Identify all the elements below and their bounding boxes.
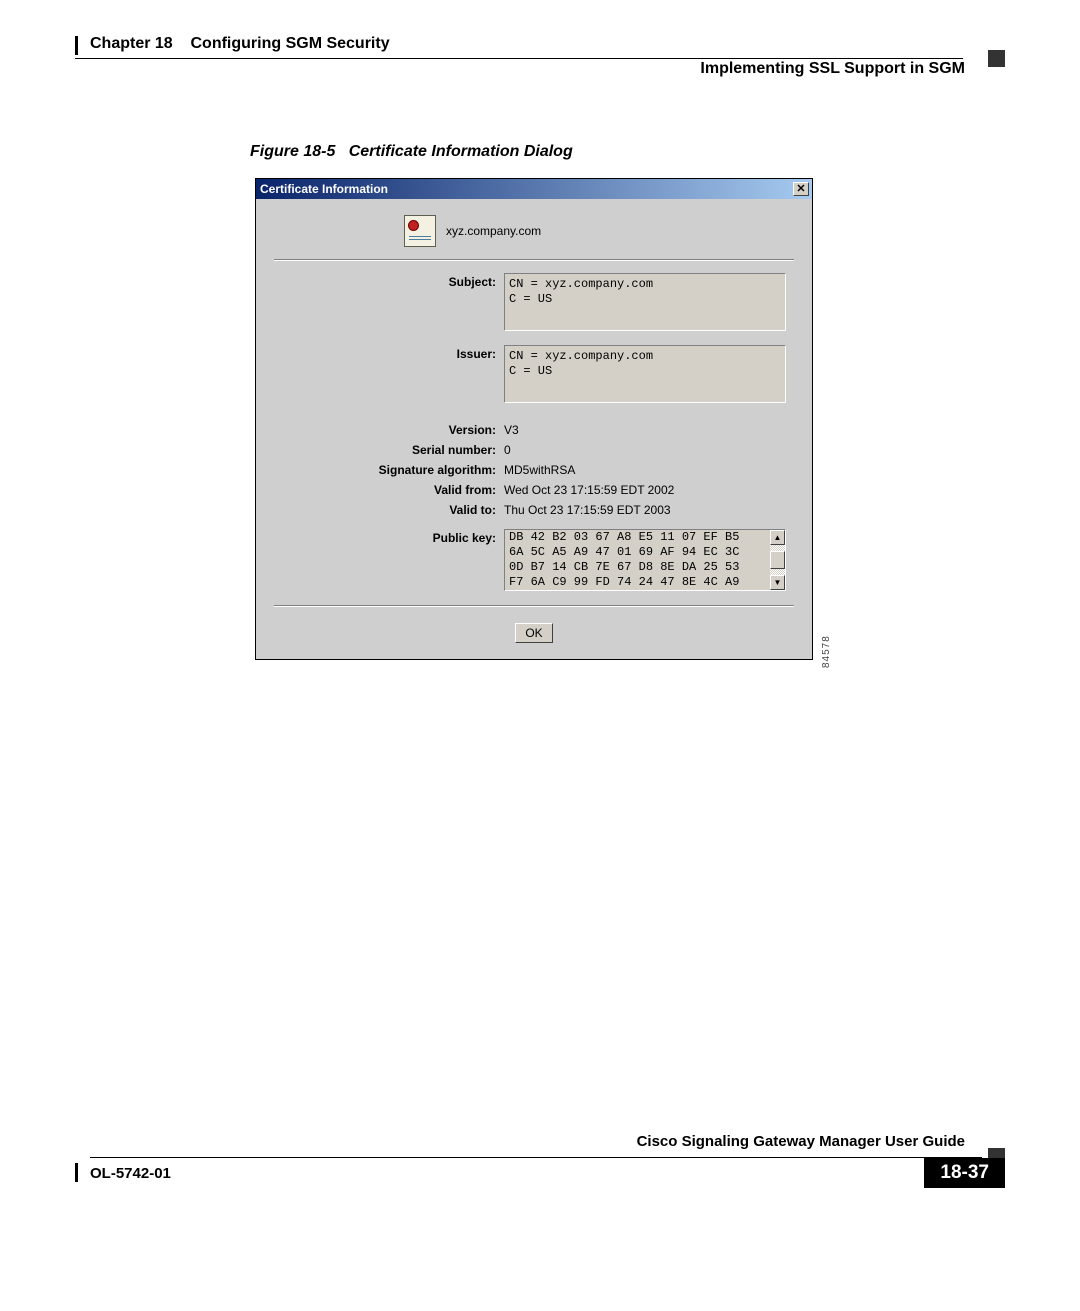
scroll-up-button[interactable]: ▲ bbox=[770, 530, 785, 545]
doc-number: OL-5742-01 bbox=[90, 1165, 171, 1182]
header-rule bbox=[75, 58, 963, 59]
figure-title: Certificate Information Dialog bbox=[349, 143, 573, 160]
subject-label: Subject: bbox=[274, 273, 504, 289]
scroll-track[interactable] bbox=[770, 545, 785, 575]
validfrom-label: Valid from: bbox=[274, 481, 504, 497]
section-title: Implementing SSL Support in SGM bbox=[700, 60, 965, 78]
header-marker bbox=[988, 50, 1005, 67]
header-bar bbox=[75, 36, 78, 55]
issuer-value[interactable]: CN = xyz.company.com C = US bbox=[504, 345, 786, 403]
version-value: V3 bbox=[504, 421, 519, 437]
figure-id: 84578 bbox=[821, 635, 832, 668]
domain-row: xyz.company.com bbox=[404, 215, 794, 247]
figure-caption: Figure 18-5 Certificate Information Dial… bbox=[250, 143, 573, 161]
subject-row: Subject: CN = xyz.company.com C = US bbox=[274, 273, 794, 331]
serial-value: 0 bbox=[504, 441, 511, 457]
issuer-row: Issuer: CN = xyz.company.com C = US bbox=[274, 345, 794, 403]
chevron-up-icon: ▲ bbox=[774, 533, 782, 542]
validto-label: Valid to: bbox=[274, 501, 504, 517]
domain-text: xyz.company.com bbox=[446, 224, 541, 238]
chapter-header: Chapter 18 Configuring SGM Security bbox=[90, 35, 390, 53]
button-row: OK bbox=[274, 623, 794, 643]
version-row: Version: V3 bbox=[274, 421, 794, 437]
scroll-thumb[interactable] bbox=[770, 551, 785, 569]
subject-value[interactable]: CN = xyz.company.com C = US bbox=[504, 273, 786, 331]
pubkey-row: Public key: DB 42 B2 03 67 A8 E5 11 07 E… bbox=[274, 529, 794, 591]
version-label: Version: bbox=[274, 421, 504, 437]
dialog-body: xyz.company.com Subject: CN = xyz.compan… bbox=[256, 199, 812, 659]
chapter-number: Chapter 18 bbox=[90, 35, 173, 52]
divider-bottom bbox=[274, 605, 794, 607]
divider-top bbox=[274, 259, 794, 261]
chapter-title: Configuring SGM Security bbox=[190, 35, 389, 52]
serial-row: Serial number: 0 bbox=[274, 441, 794, 457]
pubkey-label: Public key: bbox=[274, 529, 504, 545]
scroll-down-button[interactable]: ▼ bbox=[770, 575, 785, 590]
footer-guide: Cisco Signaling Gateway Manager User Gui… bbox=[637, 1133, 965, 1150]
page-number: 18-37 bbox=[924, 1158, 1005, 1188]
figure-number: Figure 18-5 bbox=[250, 143, 335, 160]
dialog-titlebar[interactable]: Certificate Information ✕ bbox=[256, 179, 812, 199]
certificate-dialog: Certificate Information ✕ xyz.company.co… bbox=[255, 178, 813, 660]
validto-row: Valid to: Thu Oct 23 17:15:59 EDT 2003 bbox=[274, 501, 794, 517]
validto-value: Thu Oct 23 17:15:59 EDT 2003 bbox=[504, 501, 671, 517]
serial-label: Serial number: bbox=[274, 441, 504, 457]
ok-button[interactable]: OK bbox=[515, 623, 553, 643]
dialog-title: Certificate Information bbox=[260, 182, 388, 196]
validfrom-row: Valid from: Wed Oct 23 17:15:59 EDT 2002 bbox=[274, 481, 794, 497]
close-button[interactable]: ✕ bbox=[793, 182, 809, 196]
sigalg-value: MD5withRSA bbox=[504, 461, 575, 477]
sigalg-row: Signature algorithm: MD5withRSA bbox=[274, 461, 794, 477]
footer-rule bbox=[90, 1157, 982, 1158]
footer-bar bbox=[75, 1163, 78, 1182]
validfrom-value: Wed Oct 23 17:15:59 EDT 2002 bbox=[504, 481, 674, 497]
pubkey-value[interactable]: DB 42 B2 03 67 A8 E5 11 07 EF B5 6A 5C A… bbox=[504, 529, 770, 591]
close-icon: ✕ bbox=[796, 183, 805, 195]
certificate-icon bbox=[404, 215, 436, 247]
pubkey-scrollbar[interactable]: ▲ ▼ bbox=[770, 529, 786, 591]
issuer-label: Issuer: bbox=[274, 345, 504, 361]
chevron-down-icon: ▼ bbox=[774, 578, 782, 587]
sigalg-label: Signature algorithm: bbox=[274, 461, 504, 477]
